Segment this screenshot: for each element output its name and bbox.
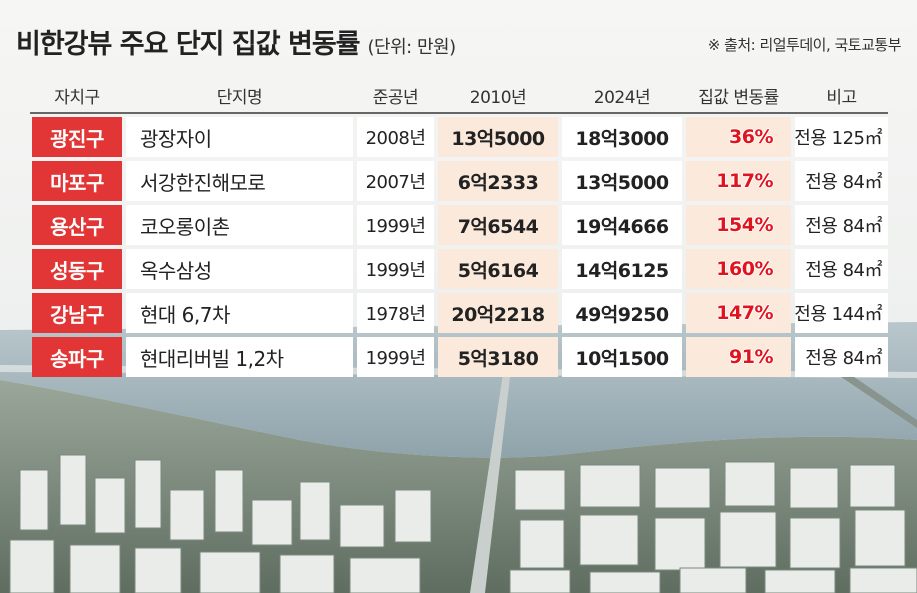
- price-2010-cell: 5억3180: [438, 337, 558, 377]
- note-cell: 전용 84㎡: [795, 205, 888, 245]
- district-cell: 성동구: [32, 249, 122, 289]
- year-cell: 2008년: [357, 117, 434, 157]
- complex-cell: 현대 6,7차: [126, 293, 353, 333]
- complex-cell: 현대리버빌 1,2차: [126, 337, 353, 377]
- note-cell: 전용 125㎡: [794, 117, 888, 157]
- price-2024-cell: 49억9250: [562, 293, 682, 333]
- change-rate-cell: 117%: [686, 161, 791, 201]
- year-cell: 1999년: [357, 205, 434, 245]
- note-cell: 전용 84㎡: [795, 161, 888, 201]
- complex-cell: 옥수삼성: [126, 249, 353, 289]
- header-2010: 2010년: [469, 87, 527, 108]
- price-2010-cell: 7억6544: [438, 205, 558, 245]
- year-cell: 2007년: [357, 161, 434, 201]
- change-rate-cell: 147%: [686, 293, 791, 333]
- header-2024: 2024년: [593, 87, 651, 108]
- year-cell: 1999년: [357, 249, 434, 289]
- district-cell: 마포구: [32, 161, 122, 201]
- price-2024-cell: 19억4666: [562, 205, 682, 245]
- district-cell: 송파구: [32, 337, 122, 377]
- header-year: 준공년: [372, 87, 419, 108]
- change-rate-cell: 36%: [686, 117, 791, 157]
- header-complex: 단지명: [216, 87, 263, 108]
- header-change: 집값 변동률: [698, 87, 779, 108]
- district-cell: 용산구: [32, 205, 122, 245]
- header-note: 비고: [826, 87, 857, 108]
- price-2010-cell: 20억2218: [438, 293, 558, 333]
- unit-label: (단위: 만원): [367, 37, 457, 58]
- year-cell: 1978년: [357, 293, 434, 333]
- price-2024-cell: 18억3000: [562, 117, 682, 157]
- price-2024-cell: 13억5000: [562, 161, 682, 201]
- note-cell: 전용 84㎡: [795, 337, 888, 377]
- year-cell: 1999년: [357, 337, 434, 377]
- source-note: ※ 출처: 리얼투데이, 국토교통부: [707, 36, 902, 54]
- change-rate-cell: 91%: [686, 337, 791, 377]
- price-2024-cell: 14억6125: [562, 249, 682, 289]
- price-2010-cell: 5억6164: [438, 249, 558, 289]
- complex-cell: 서강한진해모로: [126, 161, 353, 201]
- price-2010-cell: 6억2333: [438, 161, 558, 201]
- note-cell: 전용 144㎡: [794, 293, 888, 333]
- header-district: 자치구: [54, 87, 100, 108]
- price-2024-cell: 10억1500: [562, 337, 682, 377]
- chart-title: 비한강뷰 주요 단지 집값 변동률: [16, 29, 361, 60]
- price-2010-cell: 13억5000: [438, 117, 558, 157]
- complex-cell: 코오롱이촌: [126, 205, 353, 245]
- header-divider: [30, 112, 888, 114]
- district-cell: 강남구: [32, 293, 122, 333]
- complex-cell: 광장자이: [126, 117, 353, 157]
- change-rate-cell: 154%: [686, 205, 791, 245]
- title-block: 비한강뷰 주요 단지 집값 변동률 (단위: 만원): [16, 22, 456, 62]
- district-cell: 광진구: [32, 117, 122, 157]
- change-rate-cell: 160%: [686, 249, 791, 289]
- note-cell: 전용 84㎡: [795, 249, 888, 289]
